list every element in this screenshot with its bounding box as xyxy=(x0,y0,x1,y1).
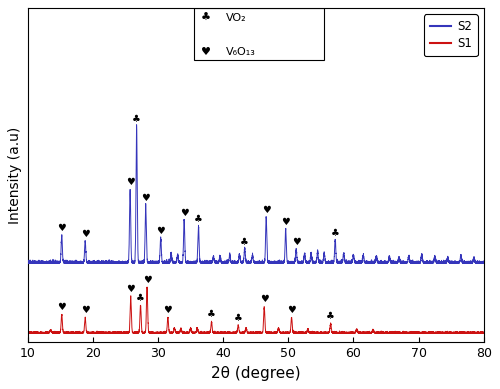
Text: ♥: ♥ xyxy=(201,47,211,57)
Text: ♣: ♣ xyxy=(331,228,340,238)
Text: ♣: ♣ xyxy=(194,214,203,224)
Text: ♣: ♣ xyxy=(201,13,211,23)
Text: ♣: ♣ xyxy=(136,293,145,303)
Text: ♣: ♣ xyxy=(240,237,249,247)
X-axis label: 2θ (degree): 2θ (degree) xyxy=(211,366,300,381)
Text: ♥: ♥ xyxy=(58,302,66,312)
Text: ♣: ♣ xyxy=(207,310,216,319)
Text: ♥: ♥ xyxy=(262,205,270,215)
Text: ♥: ♥ xyxy=(282,217,290,227)
Text: ♥: ♥ xyxy=(164,305,172,315)
Text: ♥: ♥ xyxy=(126,177,134,187)
Text: ♥: ♥ xyxy=(292,237,300,247)
Text: ♥: ♥ xyxy=(81,305,90,315)
Text: V₆O₁₃: V₆O₁₃ xyxy=(226,47,256,57)
Text: ♥: ♥ xyxy=(287,305,296,315)
Legend: S2, S1: S2, S1 xyxy=(424,14,478,56)
Text: ♥: ♥ xyxy=(260,294,268,304)
Text: VO₂: VO₂ xyxy=(226,13,247,23)
Text: ♥: ♥ xyxy=(126,284,135,294)
Text: ♥: ♥ xyxy=(180,208,188,218)
Y-axis label: Intensity (a.u): Intensity (a.u) xyxy=(8,127,22,224)
Text: ♣: ♣ xyxy=(132,114,141,124)
Text: ♣: ♣ xyxy=(234,312,242,322)
Text: ♥: ♥ xyxy=(81,229,90,239)
Text: ♥: ♥ xyxy=(58,223,66,233)
Text: ♥: ♥ xyxy=(142,193,150,203)
Text: ♥: ♥ xyxy=(142,275,152,285)
Text: ♥: ♥ xyxy=(156,226,165,236)
Text: ♣: ♣ xyxy=(326,311,335,321)
